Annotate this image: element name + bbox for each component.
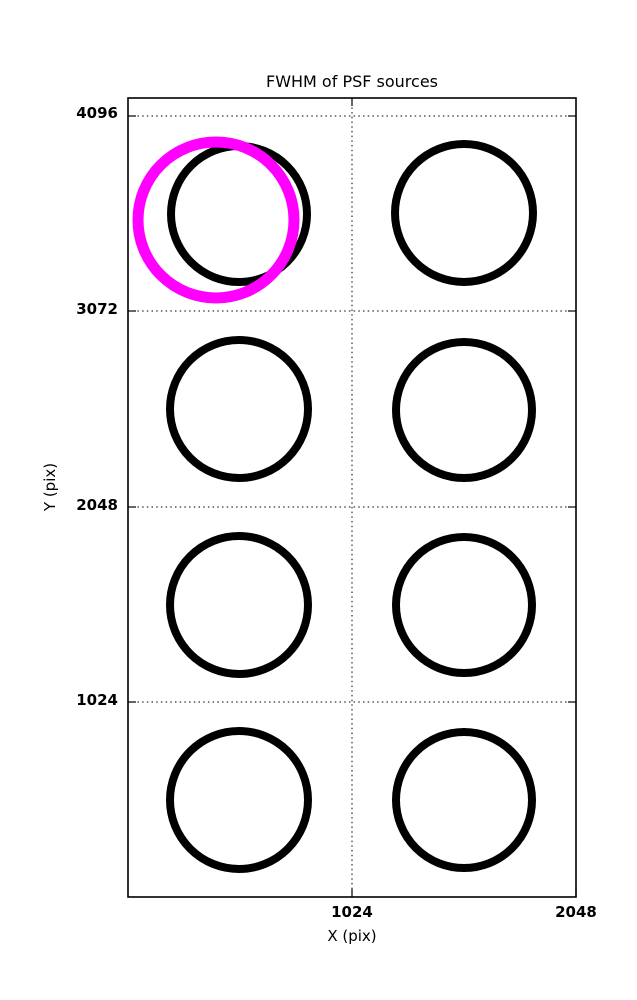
highlighted-psf-marker-group (132, 136, 300, 304)
y-tick-label-2048: 2048 (76, 496, 118, 514)
y-tick-label-4096: 4096 (76, 104, 118, 122)
psf-marker (392, 533, 536, 677)
psf-marker (392, 338, 536, 482)
y-tick-label-1024: 1024 (76, 691, 118, 709)
x-tick-label-2048: 2048 (555, 903, 597, 921)
axis-tick-marks (128, 98, 577, 897)
psf-marker (391, 140, 537, 286)
psf-marker (392, 728, 536, 872)
psf-source-markers (166, 140, 537, 873)
plot-frame (127, 97, 577, 898)
x-axis-label: X (pix) (327, 927, 377, 945)
psf-marker (166, 727, 312, 873)
chart-title: FWHM of PSF sources (265, 72, 438, 91)
highlighted-psf-marker (132, 136, 300, 304)
y-tick-label-3072: 3072 (76, 300, 118, 318)
psf-marker (166, 532, 312, 678)
psf-marker (166, 336, 312, 482)
x-tick-label-1024: 1024 (331, 903, 373, 921)
